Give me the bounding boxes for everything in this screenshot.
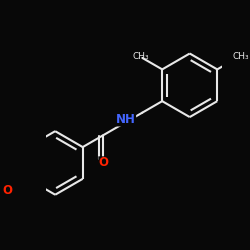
- Text: NH: NH: [116, 113, 136, 126]
- Text: CH₃: CH₃: [232, 52, 249, 61]
- Text: O: O: [98, 156, 108, 170]
- Text: O: O: [3, 184, 13, 197]
- Text: CH₃: CH₃: [132, 52, 149, 61]
